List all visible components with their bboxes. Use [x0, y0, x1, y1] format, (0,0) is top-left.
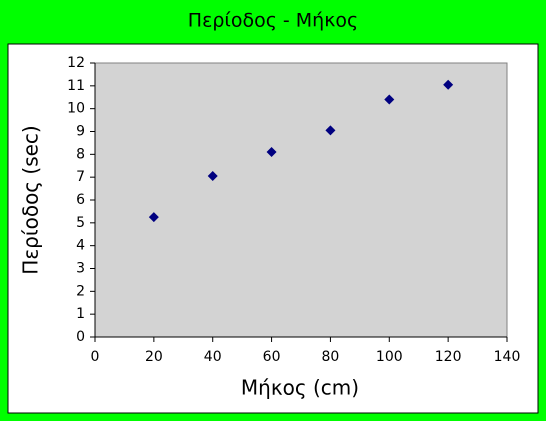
x-tick-label: 0 — [91, 349, 100, 365]
x-tick-label: 40 — [204, 349, 222, 365]
y-tick-label: 2 — [76, 283, 85, 299]
point — [325, 125, 336, 136]
x-tick-label: 20 — [145, 349, 163, 365]
y-tick-label: 12 — [67, 55, 85, 71]
x-tick-label: 100 — [376, 349, 403, 365]
x-tick-label: 80 — [322, 349, 340, 365]
y-tick-label: 3 — [76, 261, 85, 277]
y-tick-label: 10 — [67, 101, 85, 117]
y-tick-label: 11 — [67, 78, 85, 94]
x-tick-label: 140 — [494, 349, 521, 365]
point — [266, 147, 277, 158]
y-tick-label: 8 — [76, 146, 85, 162]
x-tick-label: 60 — [263, 349, 281, 365]
plot-area — [94, 62, 508, 338]
point — [443, 79, 454, 90]
y-tick-label: 5 — [76, 215, 85, 231]
x-axis-label: Μήκος (cm) — [241, 376, 359, 400]
y-tick-label: 0 — [76, 329, 85, 345]
y-tick-label: 4 — [76, 238, 85, 254]
point — [384, 94, 395, 105]
x-tick-label: 120 — [435, 349, 462, 365]
point — [148, 212, 159, 223]
point — [207, 171, 218, 182]
y-tick-label: 6 — [76, 192, 85, 208]
y-tick-label: 1 — [76, 306, 85, 322]
y-axis-label: Περίοδος (sec) — [19, 125, 43, 274]
y-tick-label: 9 — [76, 124, 85, 140]
y-tick-label: 7 — [76, 169, 85, 185]
chart-title: Περίοδος - Μήκος — [188, 10, 358, 32]
